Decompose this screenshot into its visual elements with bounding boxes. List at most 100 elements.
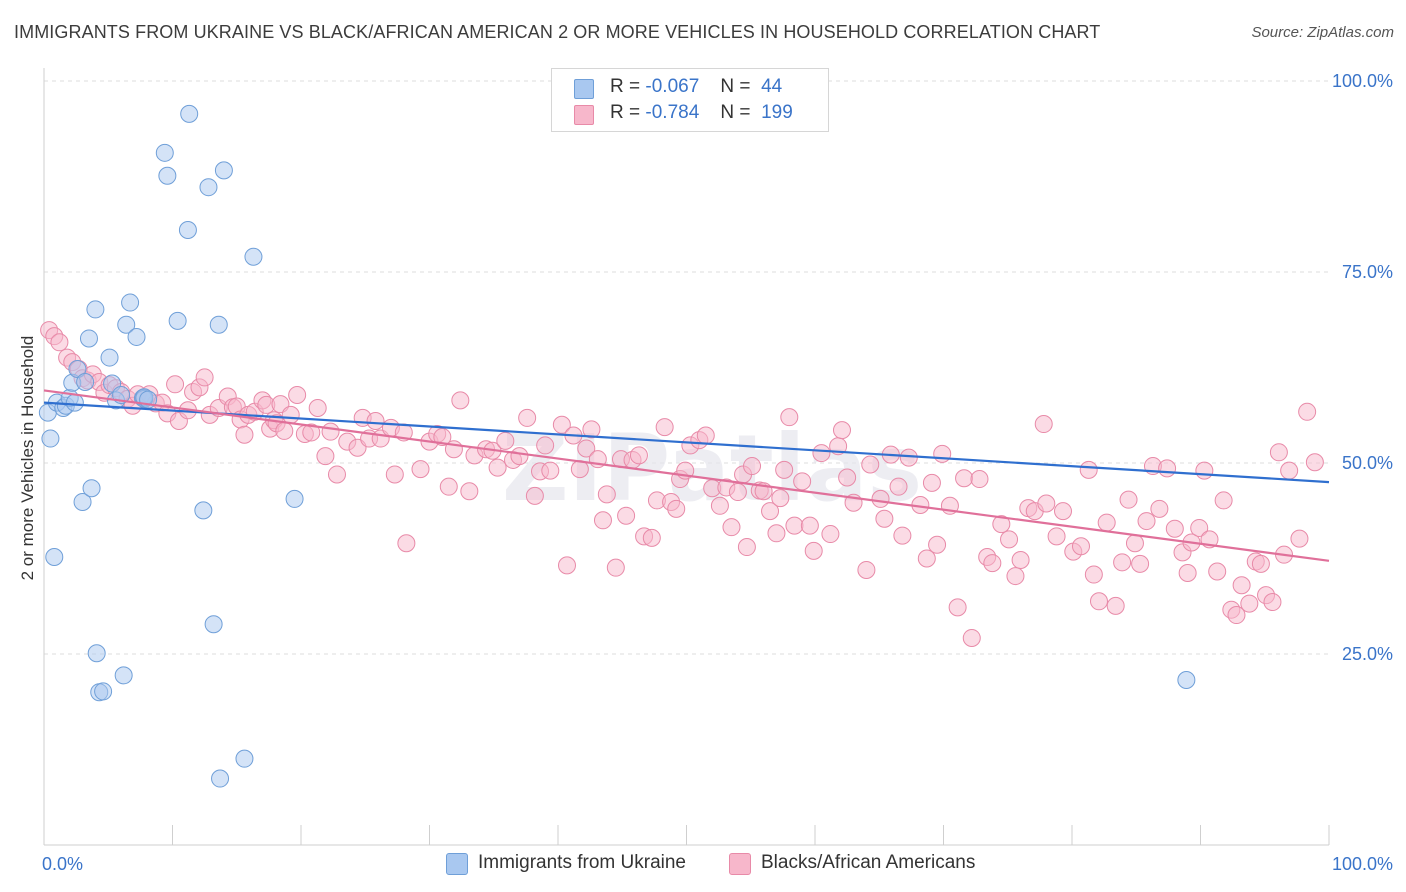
point-black: [327, 465, 346, 484]
point-ukraine: [194, 501, 213, 520]
chart-source: Source: ZipAtlas.com: [1251, 24, 1394, 41]
point-ukraine: [121, 293, 140, 312]
y-tick-label: 100.0%: [1332, 71, 1393, 91]
point-black: [606, 558, 625, 577]
point-black: [1071, 537, 1090, 556]
point-ukraine: [155, 143, 174, 162]
point-black: [722, 518, 741, 537]
point-black: [889, 477, 908, 496]
point-black: [302, 423, 321, 442]
tick-labels: 25.0% 50.0% 75.0% 100.0% 0.0% 100.0%: [42, 71, 1393, 874]
point-black: [1195, 461, 1214, 480]
series-label-ukraine: Immigrants from Ukraine: [478, 852, 686, 873]
trend-line-ukraine: [43, 401, 1330, 484]
point-black: [793, 472, 812, 491]
legend-r-label: R =: [610, 102, 641, 123]
point-black: [166, 375, 185, 394]
y-axis-label: 2 or more Vehicles in Household: [18, 336, 37, 581]
point-black: [1097, 513, 1116, 532]
legend-n-label: N =: [720, 76, 751, 97]
point-black: [1263, 593, 1282, 612]
point-black: [785, 516, 804, 535]
point-black: [385, 465, 404, 484]
point-black: [1106, 596, 1125, 615]
point-black: [667, 499, 686, 518]
correlation-legend: R = -0.067 N = 44 R = -0.784 N = 199: [551, 68, 829, 132]
point-black: [541, 461, 560, 480]
point-black: [1034, 415, 1053, 434]
point-black: [1054, 502, 1073, 521]
trend-line-black: [43, 389, 1330, 562]
point-black: [1006, 567, 1025, 586]
point-black: [316, 447, 335, 466]
point-black: [917, 549, 936, 568]
point-black: [308, 398, 327, 417]
point-black: [728, 483, 747, 502]
x-tick-label: 100.0%: [1332, 854, 1393, 874]
point-black: [696, 426, 715, 445]
point-black: [875, 509, 894, 528]
axes: [43, 68, 1330, 846]
data-points: [38, 72, 1324, 788]
point-black: [536, 436, 555, 455]
point-black: [1290, 529, 1309, 548]
point-black: [710, 496, 729, 515]
point-black: [50, 333, 69, 352]
point-black: [1131, 554, 1150, 573]
point-black: [767, 524, 786, 543]
point-black: [948, 598, 967, 617]
point-black: [1227, 606, 1246, 625]
point-black: [821, 525, 840, 544]
point-black: [1178, 564, 1197, 583]
point-black: [617, 506, 636, 525]
point-black: [838, 468, 857, 487]
point-ukraine: [244, 247, 263, 266]
point-black: [1113, 553, 1132, 572]
point-black: [832, 421, 851, 440]
point-black: [743, 457, 762, 476]
point-ukraine: [86, 300, 105, 319]
point-black: [1240, 594, 1259, 613]
point-black: [928, 535, 947, 554]
point-black: [1165, 519, 1184, 538]
chart-title: IMMIGRANTS FROM UKRAINE VS BLACK/AFRICAN…: [14, 22, 1101, 42]
point-black: [812, 444, 831, 463]
legend-r-value: -0.784: [645, 102, 700, 123]
point-black: [433, 428, 452, 447]
point-black: [275, 421, 294, 440]
point-black: [775, 460, 794, 479]
x-tick-label: 0.0%: [42, 854, 83, 874]
series-swatch-ukraine: [446, 853, 468, 875]
point-black: [593, 511, 612, 530]
point-black: [1232, 576, 1251, 595]
point-black: [1125, 534, 1144, 553]
point-black: [737, 538, 756, 557]
legend-n-value: 199: [761, 102, 793, 123]
point-ukraine: [180, 104, 199, 123]
point-black: [1269, 443, 1288, 462]
point-black: [411, 460, 430, 479]
point-ukraine: [114, 666, 133, 685]
point-black: [496, 431, 515, 450]
y-tick-label: 75.0%: [1342, 262, 1393, 282]
point-ukraine: [204, 615, 223, 634]
point-ukraine: [45, 547, 64, 566]
point-black: [451, 391, 470, 410]
point-ukraine: [41, 429, 60, 448]
point-black: [488, 458, 507, 477]
point-black: [1298, 402, 1317, 421]
legend-swatch-black: [574, 105, 594, 125]
trend-lines: [43, 389, 1330, 562]
point-black: [933, 444, 952, 463]
point-ukraine: [65, 393, 84, 412]
point-black: [1037, 494, 1056, 513]
point-black: [1079, 460, 1098, 479]
point-ukraine: [178, 220, 197, 239]
point-black: [518, 408, 537, 427]
point-black: [804, 541, 823, 560]
point-black: [582, 420, 601, 439]
point-black: [1089, 592, 1108, 611]
point-black: [1137, 512, 1156, 531]
point-black: [983, 554, 1002, 573]
